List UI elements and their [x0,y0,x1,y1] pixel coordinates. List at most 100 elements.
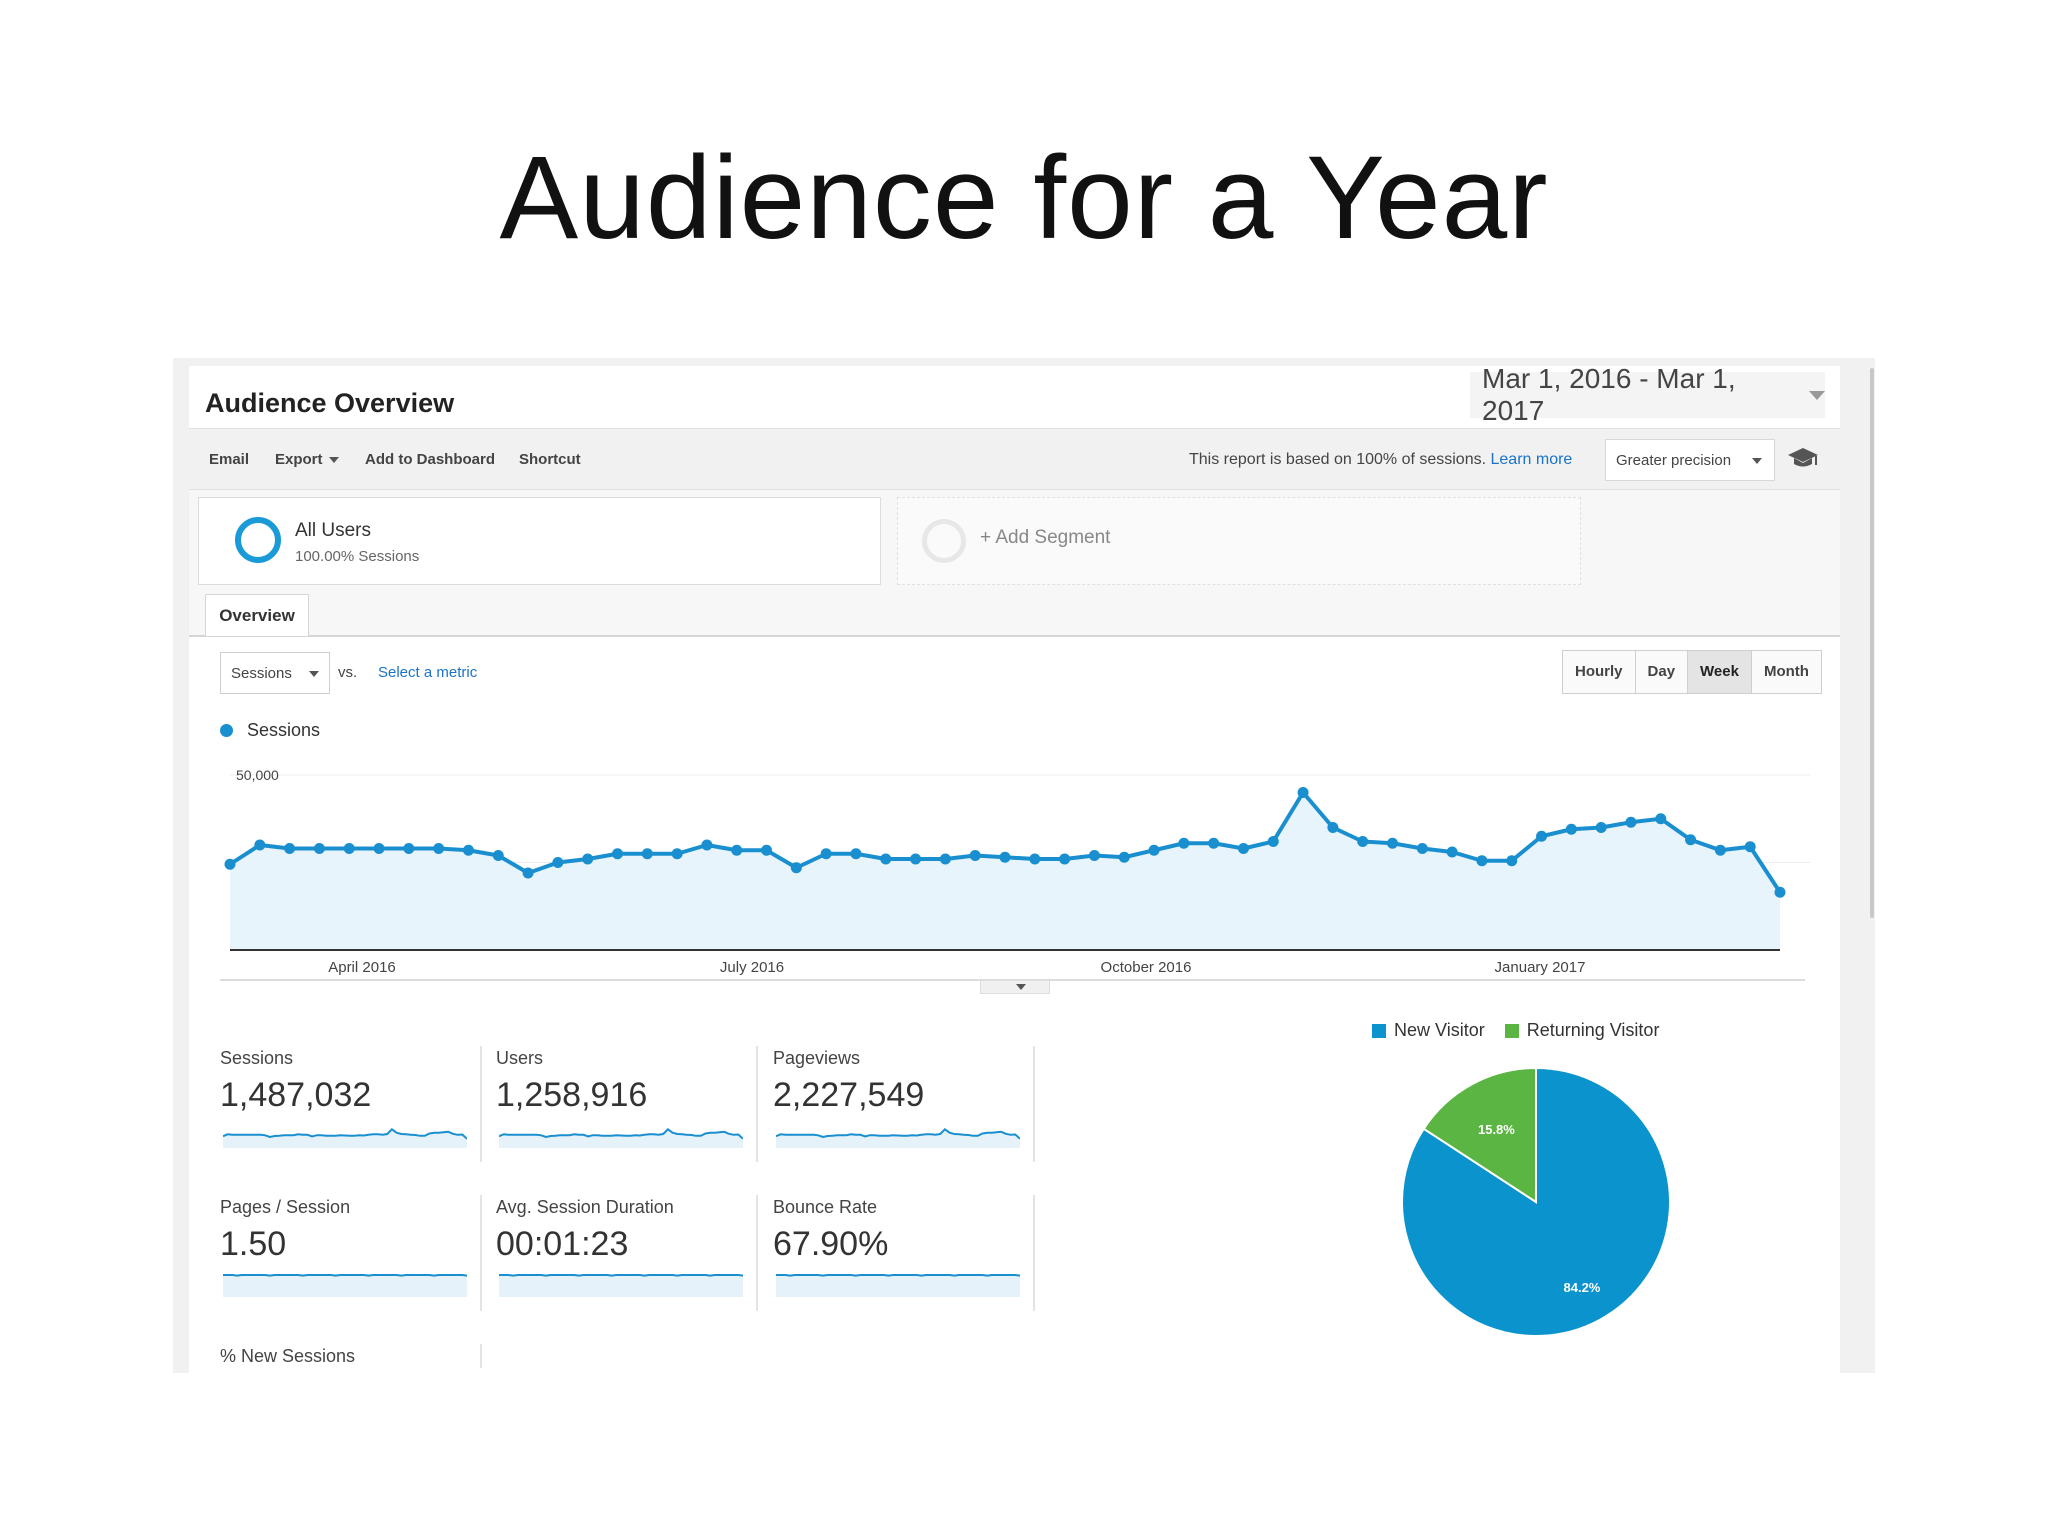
metric-select[interactable]: Sessions [220,652,330,694]
granularity-week-button[interactable]: Week [1688,651,1752,693]
graduation-cap-icon[interactable] [1787,445,1819,471]
sessions-point[interactable] [1476,855,1488,867]
sessions-point[interactable] [1148,844,1160,856]
sessions-point[interactable] [641,848,653,860]
export-button[interactable]: Export [275,451,339,468]
sessions-point[interactable] [1118,851,1130,863]
sessions-point[interactable] [1088,850,1100,861]
sessions-point[interactable] [582,853,594,865]
stat-avg-session-duration[interactable]: Avg. Session Duration 00:01:23 [496,1197,766,1317]
precision-select[interactable]: Greater precision [1605,439,1775,481]
stat-pageviews[interactable]: Pageviews 2,227,549 [773,1048,1043,1168]
sessions-point[interactable] [1565,823,1577,835]
sessions-point[interactable] [880,853,892,865]
sessions-point[interactable] [1208,837,1220,849]
sessions-point[interactable] [910,853,922,865]
sessions-point[interactable] [1416,843,1428,854]
tab-overview[interactable]: Overview [205,594,309,636]
sessions-point[interactable] [1237,843,1249,854]
visitor-type-pie-chart[interactable]: 84.2% 15.8% [1396,1062,1676,1342]
pie-slice-label: 84.2% [1564,1280,1601,1295]
sessions-point[interactable] [1655,813,1667,825]
sessions-point[interactable] [254,839,266,851]
stat-pages-session[interactable]: Pages / Session 1.50 [220,1197,490,1317]
sessions-point[interactable] [433,843,445,854]
stat-value: 1.50 [220,1225,287,1263]
stat-bounce-rate[interactable]: Bounce Rate 67.90% [773,1197,1043,1317]
sessions-point[interactable] [313,843,325,854]
shortcut-button[interactable]: Shortcut [519,451,581,468]
sessions-point[interactable] [820,848,832,860]
sessions-point[interactable] [612,848,623,860]
stat-label: Pageviews [773,1048,861,1068]
sessions-point[interactable] [761,844,773,856]
stat-sparkline [223,1127,467,1148]
pie-legend: New Visitor Returning Visitor [1372,1020,1679,1041]
add-to-dashboard-button[interactable]: Add to Dashboard [365,451,495,468]
stat-sessions[interactable]: Sessions 1,487,032 [220,1048,490,1168]
sessions-point[interactable] [671,848,683,860]
segment-all-users[interactable]: All Users 100.00% Sessions [198,497,881,585]
sessions-point[interactable] [1714,844,1726,856]
sessions-point[interactable] [224,858,236,870]
granularity-month-button[interactable]: Month [1763,663,1809,680]
stat-divider [1033,1195,1035,1311]
sessions-point[interactable] [1297,787,1309,798]
pie-slice[interactable] [1422,1066,1537,1204]
pie-legend-item[interactable]: Returning Visitor [1504,1020,1659,1041]
sessions-point[interactable] [1178,837,1190,849]
stat-new-sessions[interactable]: % New Sessions [220,1346,490,1466]
sessions-point[interactable] [1327,822,1339,833]
stat-divider [756,1195,758,1311]
sessions-point[interactable] [552,857,564,868]
select-metric-link[interactable]: Select a metric [378,664,478,681]
sessions-point[interactable] [999,851,1011,863]
sessions-point[interactable] [284,843,296,854]
granularity-day-button[interactable]: Day [1636,651,1689,693]
sessions-point[interactable] [1625,816,1637,828]
sessions-point[interactable] [343,843,355,854]
sessions-point[interactable] [1059,853,1071,865]
sessions-point[interactable] [701,839,713,851]
chart-collapse-handle[interactable] [980,980,1050,994]
sessions-point[interactable] [850,848,862,860]
chart-legend: Sessions [220,720,320,741]
sessions-point[interactable] [1387,837,1398,849]
sessions-point[interactable] [492,850,504,861]
sessions-point[interactable] [1744,841,1756,853]
scrollbar-track[interactable] [1840,358,1875,1373]
pie-legend-item[interactable]: New Visitor [1372,1020,1485,1041]
sessions-point[interactable] [1536,830,1548,842]
legend-swatch [1504,1023,1519,1038]
sessions-point[interactable] [1774,886,1786,898]
sessions-point[interactable] [1685,834,1697,846]
scrollbar-thumb[interactable] [1870,368,1874,918]
y-tick-label: 50,000 [236,767,279,783]
sessions-point[interactable] [1595,822,1607,833]
stat-users[interactable]: Users 1,258,916 [496,1048,766,1168]
sessions-point[interactable] [1029,853,1041,865]
sessions-point[interactable] [969,850,981,861]
learn-more-link[interactable]: Learn more [1490,451,1573,468]
sessions-point[interactable] [731,844,743,856]
sessions-point[interactable] [939,853,951,865]
sessions-point[interactable] [373,843,385,854]
stat-value: 1,487,032 [220,1076,372,1114]
sessions-point[interactable] [1446,846,1458,858]
sessions-point[interactable] [1357,836,1369,847]
sessions-point[interactable] [1506,855,1518,867]
stat-sparkline [223,1274,467,1297]
sessions-point[interactable] [462,844,474,856]
sessions-point[interactable] [790,862,802,874]
sessions-point[interactable] [1267,836,1279,847]
date-range-picker[interactable]: Mar 1, 2016 - Mar 1, 2017 [1470,363,1825,426]
sessions-point[interactable] [522,867,534,879]
stat-divider [1033,1046,1035,1162]
sparkline-area [776,1129,1020,1148]
sessions-point[interactable] [403,843,415,854]
x-tick-label: July 2016 [720,959,784,976]
email-button[interactable]: Email [209,451,250,468]
add-segment-button[interactable]: + Add Segment [897,497,1581,585]
granularity-hourly-button[interactable]: Hourly [1563,651,1636,693]
